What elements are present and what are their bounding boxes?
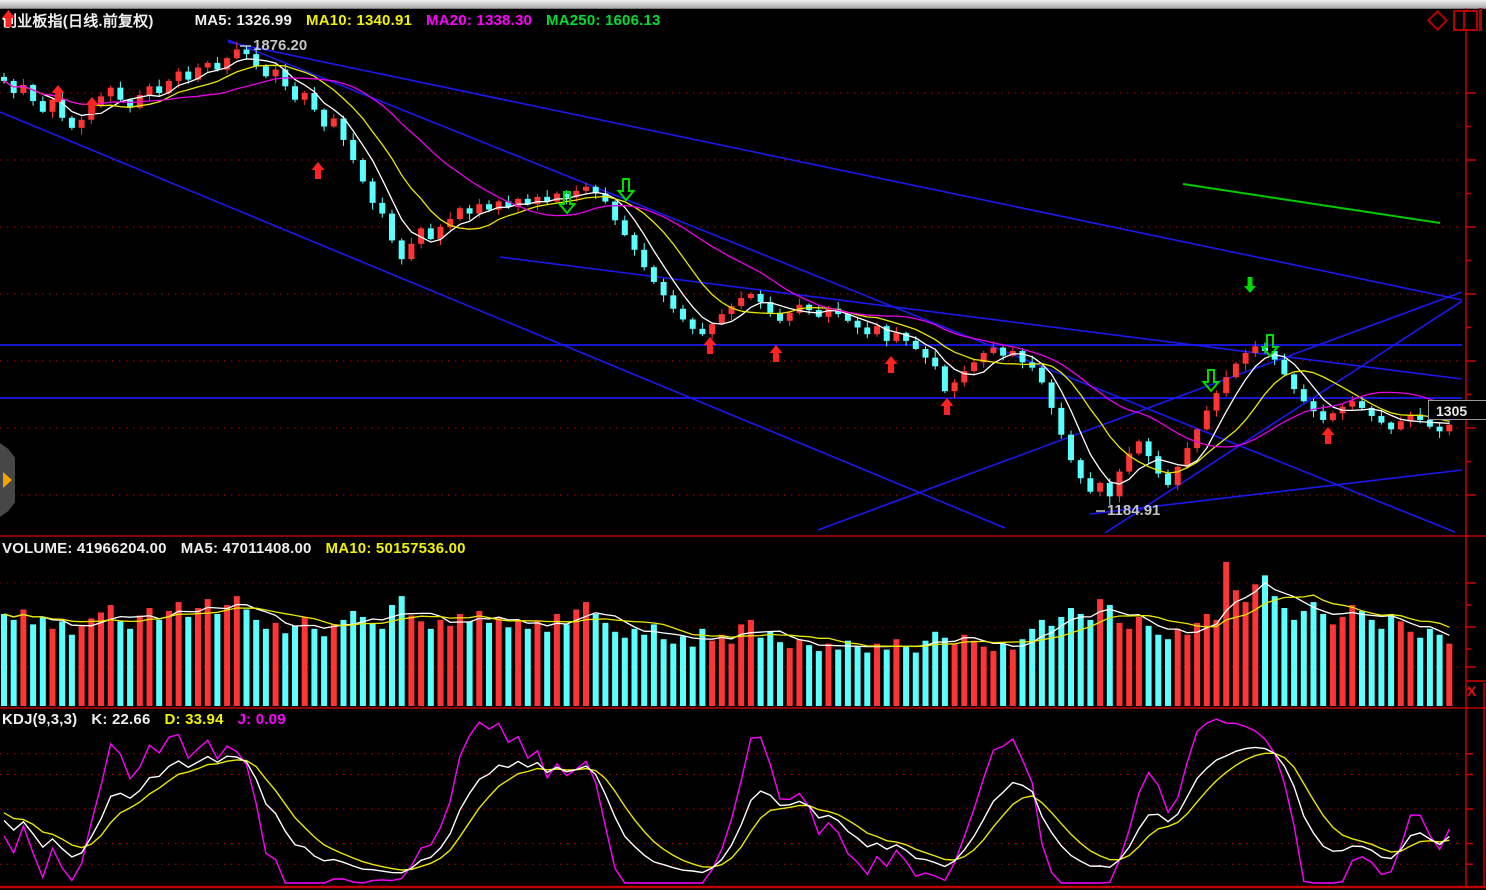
k-line — [3, 746, 1450, 874]
volume-bars — [1, 562, 1453, 706]
ma20-legend: MA20: 1338.30 — [426, 12, 533, 29]
axis-x-button[interactable]: X — [1467, 683, 1477, 699]
buy-arrow-icon — [85, 97, 99, 114]
red-up-arrow-icon — [2, 10, 181, 29]
ma250-legend: MA250: 1606.13 — [546, 12, 661, 29]
high-price-label: 1876.20 — [253, 37, 308, 54]
price-pane-header: 创业板指(日线.前复权) MA5: 1326.99 MA10: 1340.91 … — [2, 10, 661, 31]
ma10-line — [3, 64, 1450, 474]
volume-ma10-line — [3, 594, 1450, 648]
ma10-legend: MA10: 1340.91 — [306, 12, 413, 29]
j-line — [3, 718, 1450, 884]
sell-arrow-hollow-icon — [616, 178, 636, 202]
sell-arrow-filled-icon — [1244, 277, 1256, 293]
price-ma-lines — [3, 58, 1450, 485]
ma20-line — [3, 77, 1450, 448]
sell-arrow-hollow-icon — [1260, 334, 1280, 358]
buy-arrow-icon — [769, 345, 783, 362]
sell-arrow-hollow-icon — [557, 191, 577, 215]
window-top-strip — [0, 0, 1486, 9]
low-price-label: 1184.91 — [1107, 502, 1161, 519]
sell-arrow-hollow-icon — [1201, 369, 1221, 393]
buy-arrow-icon — [884, 356, 898, 373]
volume-value: VOLUME: 41966204.00 — [2, 540, 167, 557]
buy-arrow-icon — [1321, 427, 1335, 444]
kdj-gridlines — [0, 753, 1462, 865]
kdj-d-value: D: 33.94 — [164, 711, 224, 728]
buy-arrow-icon — [51, 85, 65, 102]
kdj-k-value: K: 22.66 — [91, 711, 151, 728]
instrument-title: 创业板指(日线.前复权) — [2, 13, 154, 30]
trendlines — [0, 39, 1462, 533]
buy-arrow-icon — [940, 398, 954, 415]
kdj-title: KDJ(9,3,3) — [2, 711, 78, 728]
signal-arrows — [51, 85, 1335, 444]
kdj-lines — [3, 718, 1450, 884]
sidebar-drawer-handle[interactable] — [0, 443, 15, 517]
right-axis — [1465, 8, 1486, 887]
volume-ma5-legend: MA5: 47011408.00 — [180, 540, 312, 557]
last-price-tag: 1305 — [1428, 400, 1486, 420]
buy-arrow-icon — [311, 162, 325, 179]
buy-arrow-icon — [703, 337, 717, 354]
volume-ma10-legend: MA10: 50157536.00 — [325, 540, 466, 557]
window-edge-bar — [1479, 8, 1482, 31]
candles — [1, 41, 1453, 506]
volume-ma-lines — [3, 581, 1450, 648]
expand-right-icon — [3, 472, 12, 488]
kdj-pane-header: KDJ(9,3,3) K: 22.66 D: 33.94 J: 0.09 — [2, 711, 286, 728]
volume-pane-header: VOLUME: 41966204.00 MA5: 47011408.00 MA1… — [2, 540, 466, 557]
split-window-icon[interactable] — [1453, 10, 1478, 31]
ma5-legend: MA5: 1326.99 — [194, 12, 293, 29]
kdj-j-value: J: 0.09 — [237, 711, 286, 728]
price-gridlines — [0, 92, 1462, 496]
ma5-line — [3, 58, 1450, 485]
ma250-line — [1182, 183, 1441, 224]
